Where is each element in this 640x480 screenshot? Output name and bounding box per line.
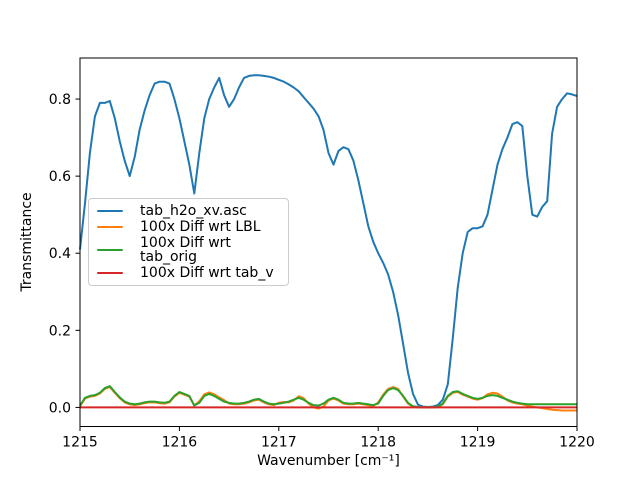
x-axis-tick-label: 1218 — [360, 435, 396, 451]
legend-item: 100x Diff wrt LBL — [97, 220, 280, 234]
legend-item: tab_h2o_xv.asc — [97, 204, 280, 218]
y-axis-tick-label: 0.2 — [49, 323, 71, 339]
y-axis-label: Transmittance — [19, 192, 35, 292]
legend-item: 100x Diff wrt tab_v — [97, 266, 280, 280]
plot-frame — [79, 57, 578, 427]
legend-item-label: 100x Diff wrt tab_orig — [140, 235, 231, 265]
legend-line-sample — [97, 226, 123, 228]
x-axis-label: Wavenumber [cm⁻¹] — [257, 453, 400, 469]
legend-line-sample — [97, 272, 123, 274]
legend-item-label: tab_h2o_xv.asc — [140, 203, 247, 219]
legend-item-label: 100x Diff wrt LBL — [140, 219, 261, 235]
y-axis-tick-label: 0.0 — [49, 400, 71, 416]
x-axis-tick-label: 1216 — [162, 435, 198, 451]
series-line-2 — [79, 385, 577, 409]
y-axis-tick-label: 0.8 — [49, 92, 71, 108]
x-axis-tick-label: 1220 — [559, 435, 595, 451]
x-axis-tick-label: 1215 — [62, 435, 98, 451]
y-axis-tick-label: 0.6 — [49, 169, 71, 185]
y-axis-tick-label: 0.4 — [49, 246, 71, 262]
x-axis-tick-label: 1219 — [460, 435, 496, 451]
series-line-0 — [79, 74, 578, 408]
x-axis-tick-label: 1217 — [261, 435, 297, 451]
legend-line-sample — [97, 249, 123, 251]
legend-item: 100x Diff wrt tab_orig — [97, 236, 280, 264]
legend-line-sample — [97, 210, 123, 212]
legend: tab_h2o_xv.asc 100x Diff wrt LBL 100x Diff… — [88, 198, 289, 286]
legend-item-label: 100x Diff wrt tab_v — [140, 265, 274, 281]
